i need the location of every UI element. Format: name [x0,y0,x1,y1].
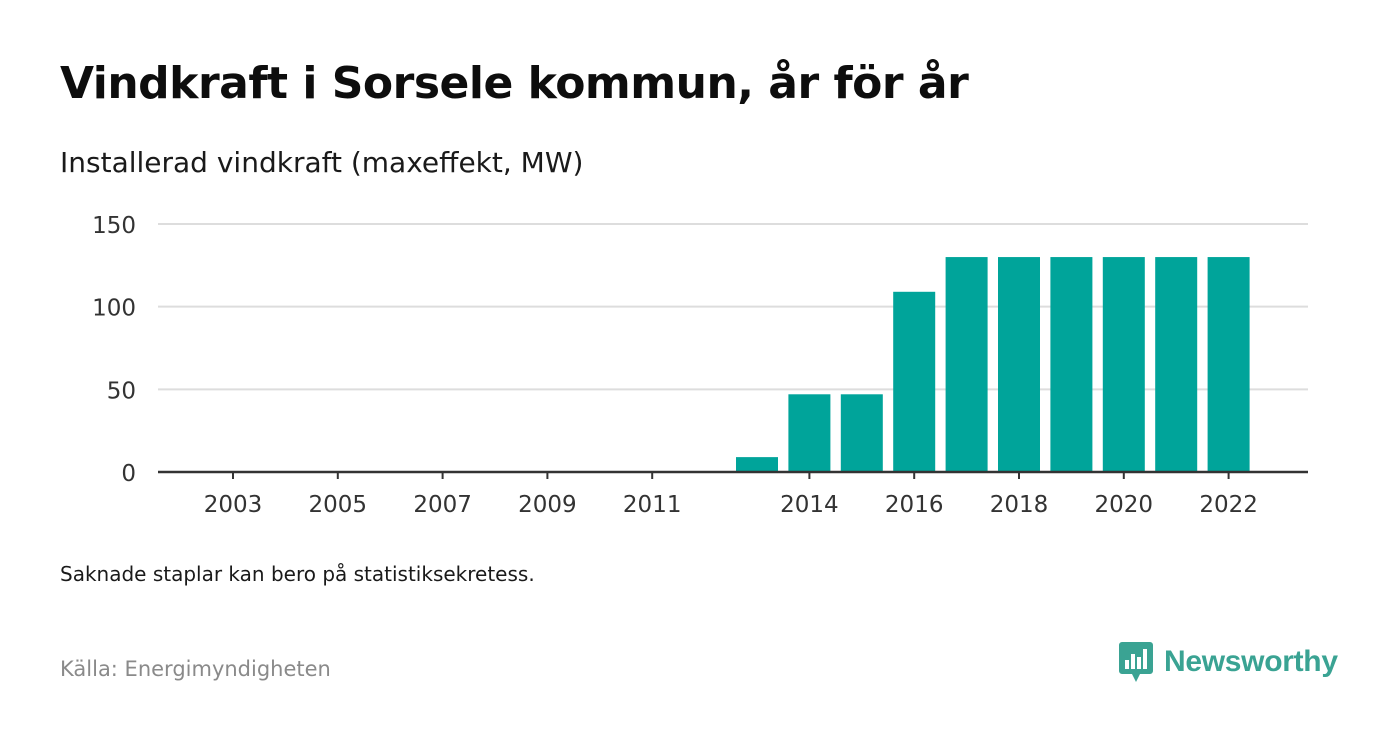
y-tick-labels: 0 50 100 150 [92,213,136,487]
bar-2022 [1207,257,1250,472]
bar-2015 [840,394,883,472]
x-tick-label-2011: 2011 [623,492,682,518]
x-tick-label-2014: 2014 [780,492,839,518]
x-tick-labels: 2003 2005 2007 2009 2011 2014 2016 2018 2020 2022 [204,492,1258,518]
brand-logo: Newsworthy [1118,640,1338,684]
axes [158,470,1308,479]
bar-2013 [736,457,778,472]
y-tick-label-150: 150 [92,213,136,239]
bar-2014 [788,394,831,472]
bar-2019 [1050,257,1093,472]
brand-name: Newsworthy [1164,645,1338,678]
chart-subtitle: Installerad vindkraft (maxeffekt, MW) [60,146,584,179]
x-tick-label-2020: 2020 [1095,492,1154,518]
bar-2016 [893,291,936,472]
chart-title: Vindkraft i Sorsele kommun, år för år [60,58,969,109]
y-tick-label-100: 100 [92,296,136,322]
x-tick-label-2022: 2022 [1199,492,1258,518]
bar-2020 [1102,257,1145,472]
x-tick-label-2007: 2007 [413,492,472,518]
y-tick-label-0: 0 [121,461,136,487]
x-tick-label-2016: 2016 [885,492,944,518]
y-tick-label-50: 50 [107,378,136,404]
bar-chart-speech-bubble-icon [1119,642,1153,682]
footnote: Saknade staplar kan bero på statistiksek… [60,562,535,586]
bar-2017 [945,257,988,472]
bars [736,257,1250,472]
bar-2021 [1155,257,1198,472]
bar-2018 [998,257,1040,472]
x-tick-label-2005: 2005 [309,492,368,518]
x-tick-label-2018: 2018 [990,492,1049,518]
x-tick-label-2003: 2003 [204,492,263,518]
source-label: Källa: Energimyndigheten [60,657,331,681]
x-tick-label-2009: 2009 [518,492,577,518]
